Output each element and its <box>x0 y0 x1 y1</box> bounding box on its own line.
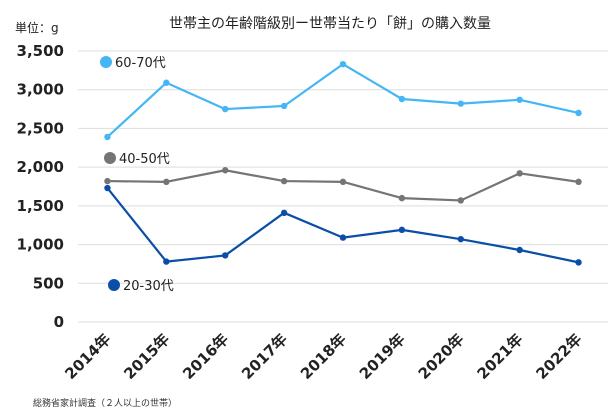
legend: 60-70代 40-50代 20-30代 <box>100 56 174 294</box>
data-point <box>575 109 582 117</box>
data-point <box>104 184 111 192</box>
data-point <box>339 178 347 186</box>
data-point <box>575 259 582 266</box>
data-point <box>280 102 288 110</box>
data-point <box>280 177 288 185</box>
x-tick-label: 2014年 <box>61 330 114 383</box>
data-point <box>398 95 406 103</box>
series-lines <box>104 60 582 266</box>
unit-label: 単位：g <box>15 20 59 35</box>
x-axis-ticks: 2014年 2015年 2016年 2017年 2018年 2019年 2020年 2021年… <box>61 330 585 383</box>
series-line <box>106 63 579 138</box>
x-tick-label: 2016年 <box>179 330 232 383</box>
y-tick-label: 1,000 <box>17 236 64 254</box>
x-tick-label: 2020年 <box>415 330 468 383</box>
y-tick-label: 3,000 <box>17 81 64 99</box>
series-line <box>106 187 579 264</box>
series-line <box>107 169 579 202</box>
data-point <box>104 133 111 141</box>
data-point <box>516 170 523 177</box>
data-point <box>398 226 406 234</box>
gridlines <box>78 50 608 323</box>
data-point <box>280 209 288 217</box>
x-tick-label: 2018年 <box>297 330 350 383</box>
y-tick-label: 2,500 <box>17 119 64 137</box>
data-point <box>398 194 406 202</box>
data-point <box>339 60 347 68</box>
data-point <box>457 235 464 243</box>
x-tick-label: 2017年 <box>238 330 291 383</box>
legend-label: 60-70代 <box>115 56 166 71</box>
x-tick-label: 2022年 <box>533 330 586 383</box>
data-point <box>339 234 347 241</box>
data-point <box>163 258 170 265</box>
data-point <box>575 178 582 186</box>
legend-label: 40-50代 <box>119 152 170 167</box>
data-point <box>222 105 229 113</box>
data-point <box>457 100 464 107</box>
y-tick-label: 0 <box>54 313 64 331</box>
y-tick-label: 1,500 <box>17 197 64 215</box>
x-tick-label: 2019年 <box>356 330 409 383</box>
source-note: 総務省家計調査（２人以上の世帯） <box>33 397 177 409</box>
chart-title: 世帯主の年齢階級別ー世帯当たり「餅」の購入数量 <box>169 15 491 32</box>
y-axis-ticks: 0 500 1,000 1,500 2,000 2,500 3,000 3,500 <box>17 42 64 331</box>
data-point <box>516 96 523 103</box>
legend-marker <box>104 152 116 164</box>
data-point <box>222 167 229 174</box>
y-tick-label: 2,000 <box>17 158 64 176</box>
legend-marker <box>100 56 112 68</box>
y-tick-label: 500 <box>33 274 64 292</box>
data-point <box>457 197 464 204</box>
data-point <box>163 178 170 186</box>
x-tick-label: 2015年 <box>120 330 173 383</box>
data-point <box>104 177 111 185</box>
data-point <box>222 252 229 259</box>
y-tick-label: 3,500 <box>17 42 64 60</box>
legend-label: 20-30代 <box>123 279 174 294</box>
x-tick-label: 2021年 <box>474 330 527 383</box>
data-point <box>516 246 523 254</box>
data-point <box>163 79 170 86</box>
legend-marker <box>108 279 120 291</box>
